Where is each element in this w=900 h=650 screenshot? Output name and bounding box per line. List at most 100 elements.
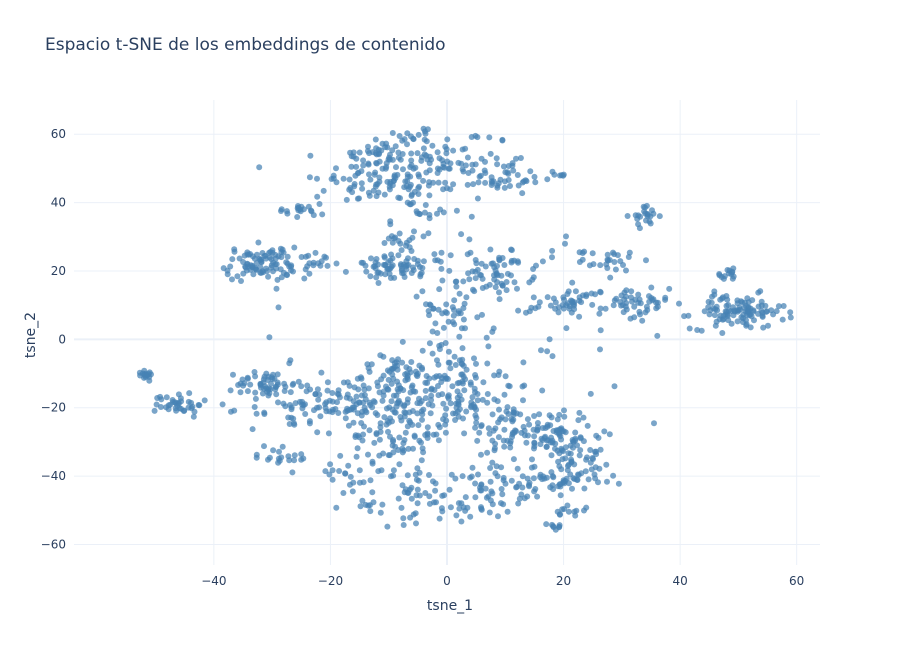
- scatter-point: [252, 389, 259, 396]
- scatter-point: [368, 255, 374, 262]
- scatter-point: [240, 270, 247, 277]
- scatter-point: [546, 412, 553, 419]
- scatter-point: [502, 480, 509, 487]
- scatter-point: [549, 254, 555, 261]
- scatter-point: [409, 421, 416, 428]
- scatter-point: [404, 141, 410, 148]
- scatter-point: [578, 299, 585, 306]
- scatter-point: [316, 391, 323, 398]
- scatter-point: [587, 447, 594, 453]
- scatter-point: [360, 382, 367, 389]
- scatter-point: [539, 387, 546, 394]
- scatter-point: [408, 484, 415, 491]
- scatter-point: [426, 493, 433, 500]
- scatter-point: [450, 312, 457, 319]
- scatter-point: [575, 417, 582, 424]
- scatter-point: [423, 301, 429, 308]
- scatter-point: [137, 372, 144, 379]
- scatter-point: [498, 500, 504, 507]
- scatter-point: [508, 272, 514, 279]
- scatter-point: [666, 285, 673, 292]
- scatter-point: [436, 373, 443, 379]
- scatter-point: [549, 437, 556, 444]
- scatter-point: [453, 283, 460, 290]
- scatter-point: [589, 250, 596, 257]
- scatter-point: [345, 462, 352, 469]
- scatter-point: [558, 436, 565, 443]
- scatter-point: [416, 173, 422, 180]
- scatter-point: [459, 378, 466, 385]
- scatter-point: [244, 249, 251, 256]
- scatter-point: [426, 340, 433, 347]
- scatter-point: [734, 297, 741, 304]
- scatter-point: [456, 357, 463, 364]
- scatter-point: [239, 376, 246, 383]
- scatter-point: [389, 357, 396, 364]
- x-axis-title: tsne_1: [427, 598, 473, 614]
- scatter-point: [342, 415, 349, 422]
- scatter-point: [523, 439, 530, 446]
- scatter-point: [431, 251, 438, 258]
- scatter-point: [487, 465, 494, 471]
- scatter-point: [400, 440, 407, 447]
- scatter-point: [495, 434, 502, 441]
- scatter-point: [490, 325, 497, 332]
- scatter-point: [492, 440, 499, 447]
- scatter-point: [439, 492, 446, 499]
- scatter-point: [755, 303, 762, 310]
- scatter-point: [491, 272, 497, 279]
- scatter-point: [344, 405, 351, 412]
- scatter-point: [525, 482, 532, 488]
- scatter-point: [473, 419, 480, 426]
- scatter-point: [694, 327, 701, 333]
- scatter-point: [489, 179, 496, 186]
- scatter-point: [460, 415, 466, 422]
- scatter-point: [263, 385, 270, 392]
- scatter-point: [472, 480, 479, 487]
- scatter-point: [366, 427, 373, 434]
- scatter-point: [775, 303, 782, 310]
- scatter-point: [258, 384, 264, 391]
- scatter-point: [496, 406, 502, 413]
- scatter-point: [611, 383, 618, 390]
- scatter-point: [326, 408, 333, 415]
- scatter-point: [740, 319, 746, 326]
- scatter-point: [623, 287, 630, 294]
- scatter-point: [231, 248, 238, 255]
- scatter-point: [611, 297, 618, 304]
- scatter-point: [416, 264, 423, 270]
- scatter-point: [472, 494, 479, 501]
- scatter-point: [234, 273, 241, 280]
- scatter-point: [509, 418, 516, 425]
- scatter-point: [414, 410, 421, 417]
- scatter-point: [509, 160, 516, 167]
- scatter-point: [424, 424, 431, 431]
- scatter-point: [569, 279, 576, 286]
- x-tick-label: −40: [201, 574, 226, 588]
- scatter-point: [460, 278, 467, 285]
- scatter-point: [698, 327, 705, 334]
- scatter-point: [142, 372, 149, 379]
- scatter-point: [576, 409, 583, 416]
- scatter-point: [409, 382, 416, 389]
- scatter-point: [301, 275, 308, 282]
- scatter-point: [252, 373, 259, 380]
- scatter-point: [272, 384, 279, 390]
- scatter-point: [496, 296, 503, 303]
- scatter-point: [554, 508, 561, 515]
- scatter-point: [274, 276, 281, 283]
- scatter-point: [304, 382, 311, 389]
- scatter-point: [420, 177, 427, 184]
- scatter-point: [412, 388, 419, 395]
- scatter-point: [410, 264, 416, 271]
- scatter-point: [611, 251, 618, 258]
- scatter-point: [360, 162, 367, 169]
- scatter-point: [284, 210, 291, 217]
- scatter-point: [550, 428, 557, 434]
- scatter-point: [454, 394, 461, 401]
- scatter-point: [404, 178, 411, 185]
- scatter-point: [322, 401, 329, 407]
- scatter-point: [286, 360, 293, 367]
- scatter-point: [478, 481, 485, 488]
- scatter-point: [405, 445, 412, 452]
